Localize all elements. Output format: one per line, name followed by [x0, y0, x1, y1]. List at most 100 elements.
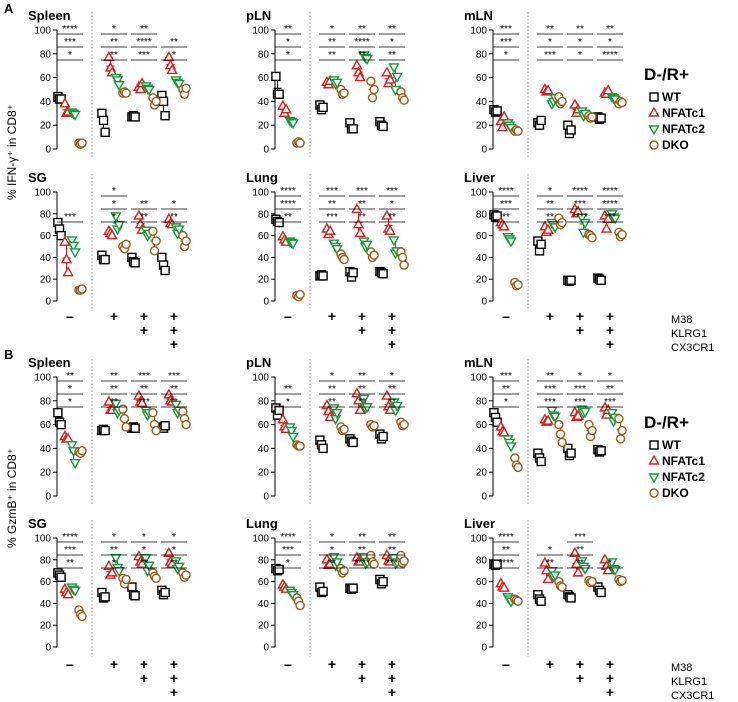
- significance-label: ***: [356, 186, 368, 197]
- column-mark: −: [284, 309, 292, 325]
- significance-label: **: [388, 384, 396, 395]
- data-point-nfatc2: [69, 458, 81, 470]
- significance-label: ***: [574, 199, 586, 210]
- data-point-nfatc2: [143, 85, 155, 96]
- data-point-wt: [271, 71, 281, 82]
- y-tick-label: 40: [476, 599, 488, 610]
- data-point-dko: [148, 408, 158, 418]
- y-tick-label: 0: [45, 492, 51, 503]
- significance-label: ***: [500, 37, 512, 48]
- data-point-nfatc1: [351, 387, 363, 398]
- y-tick-label: 20: [476, 275, 488, 286]
- legend-label-dko-a: DKO: [662, 138, 689, 152]
- data-point-dko: [369, 84, 379, 95]
- column-mark: +: [388, 684, 396, 700]
- y-tick-label: 100: [34, 373, 51, 384]
- significance-label: **: [502, 384, 510, 395]
- significance-label: **: [388, 24, 396, 35]
- significance-label: ****: [136, 37, 152, 48]
- significance-label: *: [578, 50, 582, 61]
- column-mark: +: [546, 308, 554, 324]
- data-point-dko: [617, 229, 627, 240]
- y-tick-label: 0: [263, 145, 269, 156]
- data-point-wt: [318, 271, 328, 281]
- data-point-nfatc1: [351, 203, 363, 214]
- data-point-wt: [130, 112, 140, 122]
- column-mark: +: [388, 336, 396, 352]
- significance-label: **: [546, 24, 554, 35]
- y-tick-label: 80: [476, 209, 488, 220]
- y-tick-label: 80: [476, 396, 488, 407]
- significance-label: *: [68, 384, 72, 395]
- y-tick-label: 60: [476, 420, 488, 431]
- significance-label: *: [390, 37, 394, 48]
- panel-letter-b: B: [4, 347, 13, 362]
- data-point-wt: [100, 127, 110, 138]
- significance-label: **: [66, 371, 74, 382]
- legend-marker-wt: [649, 440, 659, 450]
- y-tick-label: 60: [40, 420, 52, 431]
- data-point-dko: [151, 573, 161, 584]
- y-tick-label: 100: [252, 373, 269, 384]
- chart-title: Lung: [246, 170, 278, 185]
- legend-marker-dko: [649, 488, 659, 498]
- data-point-dko: [399, 95, 409, 105]
- column-marks-a: − + +++++− + +++++− + +++++: [66, 308, 614, 352]
- row-label-klrg1-a: KLRG1: [671, 328, 707, 340]
- y-tick-label: 40: [40, 97, 52, 108]
- significance-label: ****: [498, 532, 514, 543]
- y-tick-label: 80: [258, 555, 270, 566]
- column-mark: +: [388, 656, 396, 672]
- data-point-nfatc1: [381, 209, 393, 220]
- column-mark: +: [170, 336, 178, 352]
- significance-label: *: [390, 371, 394, 382]
- significance-label: **: [576, 545, 584, 556]
- significance-label: *: [286, 397, 290, 408]
- data-point-nfatc1: [542, 414, 554, 425]
- data-point-dko: [119, 413, 130, 424]
- significance-label: **: [328, 199, 336, 210]
- row-label-klrg1-b: KLRG1: [671, 676, 707, 688]
- significance-label: *: [68, 50, 72, 61]
- chart-title: Spleen: [28, 355, 71, 370]
- data-point-wt: [378, 121, 388, 132]
- data-point-dko: [557, 217, 567, 228]
- column-mark: +: [388, 322, 396, 338]
- y-tick-label: 40: [258, 444, 270, 455]
- y-tick-label: 0: [263, 643, 269, 654]
- data-point-nfatc1: [384, 224, 396, 235]
- data-point-nfatc2: [388, 236, 400, 247]
- significance-label: **: [110, 545, 118, 556]
- y-tick-label: 40: [258, 97, 270, 108]
- column-mark: +: [606, 308, 614, 324]
- data-point-dko: [121, 574, 131, 585]
- data-point-wt: [596, 446, 606, 456]
- data-point-nfatc2: [113, 81, 125, 92]
- significance-label: **: [502, 545, 510, 556]
- data-point-dko: [513, 126, 523, 136]
- significance-label: *: [112, 199, 116, 210]
- data-point-nfatc2: [111, 76, 124, 87]
- significance-label: **: [546, 199, 554, 210]
- data-point-nfatc2: [110, 399, 122, 410]
- significance-label: *: [68, 397, 72, 408]
- legend-marker-nfatc1: [648, 106, 660, 117]
- data-point-nfatc2: [331, 78, 343, 89]
- data-point-nfatc2: [66, 236, 78, 247]
- legend-label-nfatc1-b: NFATc1: [662, 454, 705, 468]
- significance-label: *: [112, 532, 116, 543]
- significance-label: ****: [602, 199, 618, 210]
- data-point-wt: [566, 125, 576, 135]
- column-mark: −: [66, 657, 74, 673]
- data-point-wt: [378, 576, 388, 587]
- legend-a: D-/R+ WT NFATc1 NFATc2 DKO: [644, 65, 705, 152]
- data-point-wt: [130, 258, 140, 268]
- significance-label: ***: [544, 384, 556, 395]
- significance-label: ***: [138, 397, 150, 408]
- column-mark: +: [576, 308, 584, 324]
- data-point-nfatc1: [354, 226, 366, 238]
- significance-label: **: [170, 37, 178, 48]
- significance-label: **: [502, 212, 510, 223]
